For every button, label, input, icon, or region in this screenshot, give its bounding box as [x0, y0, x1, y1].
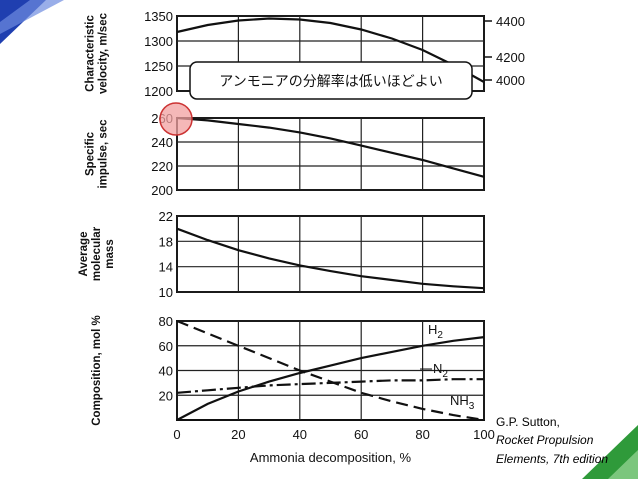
y-axis-label: Characteristicvelocity, m/sec [85, 12, 110, 94]
y-axis-label: Specificimpulse, sec [85, 119, 110, 189]
y-tick-label: 22 [159, 209, 173, 224]
x-tick-label: 60 [354, 427, 368, 442]
y-axis-label: Averagemolecularmass [78, 226, 116, 281]
chart-panel-2: 260240220200Specificimpulse, sec [85, 111, 485, 198]
highlight-circle [159, 102, 193, 136]
x-tick-label: 40 [293, 427, 307, 442]
y2-tick-label: 4400 [496, 14, 525, 29]
callout-box [189, 61, 473, 100]
y-tick-label: 220 [151, 159, 173, 174]
y-tick-label: 1350 [144, 9, 173, 24]
y-tick-label: 18 [159, 234, 173, 249]
series-line-curve [176, 17, 485, 83]
panel-frame [176, 215, 485, 293]
y2-tick-label: 4200 [496, 50, 525, 65]
series-label-h2: H2 [428, 322, 443, 341]
x-tick-label: 80 [415, 427, 429, 442]
y-tick-label: 1200 [144, 84, 173, 99]
corner-decoration-bottom-right-light [608, 450, 638, 479]
y-tick-label: 80 [159, 314, 173, 329]
y-tick-label: 60 [159, 339, 173, 354]
y2-tick-label: 4000 [496, 73, 525, 88]
y-tick-label: 40 [159, 364, 173, 379]
y-tick-label: 20 [159, 388, 173, 403]
citation-edition: Elements, 7th edition [496, 452, 609, 466]
series-line-nh3 [176, 319, 485, 422]
y-tick-label: 1250 [144, 59, 173, 74]
x-tick-label: 20 [231, 427, 245, 442]
series-line-h2 [176, 336, 485, 421]
x-tick-label: 0 [173, 427, 180, 442]
x-axis-title: Ammonia decomposition, % [250, 450, 412, 465]
y-axis-label: Composition, mol % [91, 315, 103, 426]
citation-author: G.P. Sutton, [496, 415, 560, 429]
y-tick-label: 200 [151, 183, 173, 198]
series-line-curve [176, 116, 485, 178]
y-tick-label: 14 [159, 260, 173, 275]
series-label-nh3: NH3 [450, 393, 475, 412]
citation-book-title: Rocket Propulsion [496, 433, 594, 447]
left-margin [0, 0, 64, 479]
y-tick-label: 10 [159, 285, 173, 300]
chart-panel-3: 22 18 14 10 Averagemolecularmass [78, 209, 485, 300]
callout-text: アンモニアの分解率は低いほどよい [219, 73, 442, 90]
panel-frame [176, 117, 485, 191]
series-label-n2: N2 [433, 361, 448, 380]
y-tick-label: 240 [151, 135, 173, 150]
corner-decoration-top-left-light [0, 0, 64, 34]
y-tick-label: 1300 [144, 34, 173, 49]
series-line-n2 [176, 378, 484, 394]
series-line-curve [176, 227, 485, 290]
x-tick-label: 100 [473, 427, 495, 442]
